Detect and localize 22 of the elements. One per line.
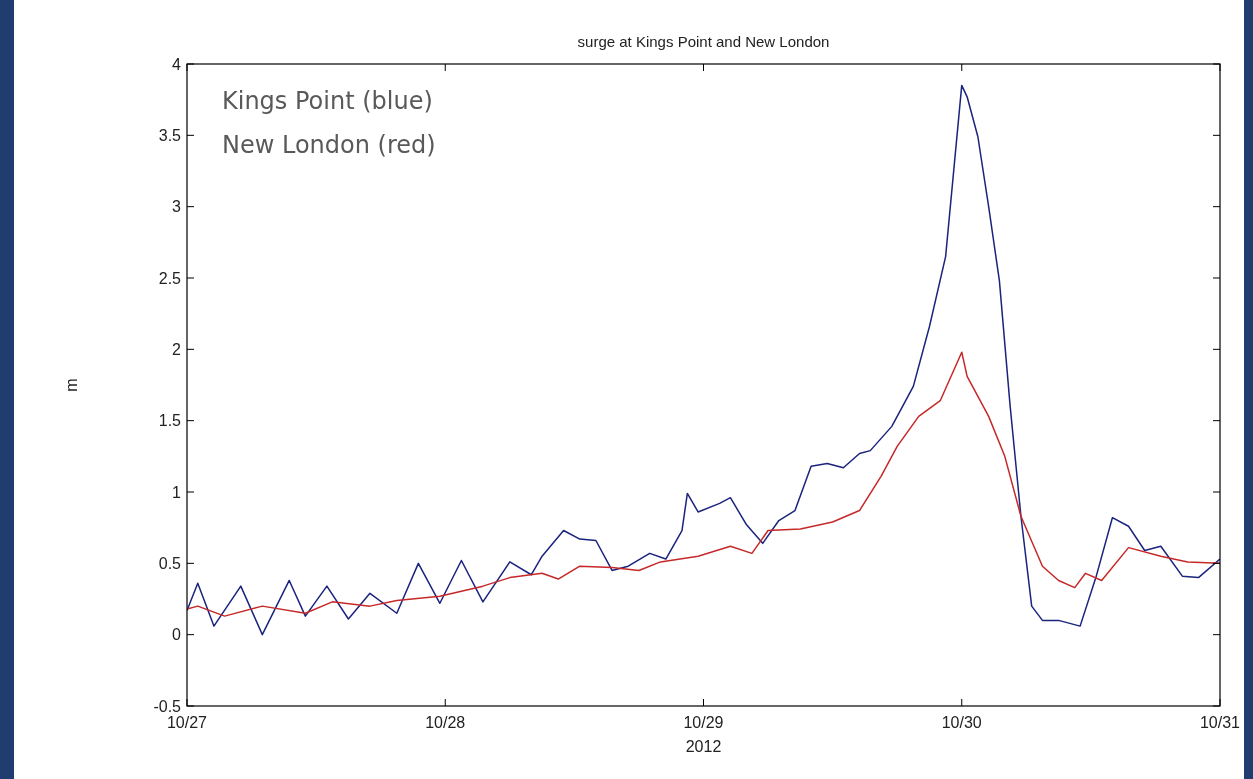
y-tick-label: 1 [172,483,182,501]
chart-title: surge at Kings Point and New London [577,33,830,50]
y-tick-label: 0.5 [158,554,182,572]
x-tick-label: 10/28 [425,714,466,731]
annotation: New London (red) [222,131,436,159]
y-tick-label: 2 [172,340,182,358]
annotation: Kings Point (blue) [222,87,433,115]
line-series [187,84,1220,636]
x-tick-label: 10/30 [941,714,982,731]
y-tick-label: 2.5 [158,269,182,287]
y-tick-label: 3.5 [158,126,182,144]
x-tick-label: 10/27 [166,714,208,731]
y-axis-title: m [63,378,80,392]
y-tick-label: -0.5 [153,697,182,715]
line-series [187,351,1220,617]
x-tick-label: 10/29 [683,714,724,731]
x-tick-label: 10/31 [1199,714,1241,731]
y-tick-label: 3 [172,198,182,216]
y-tick-label: 1.5 [158,412,182,430]
y-tick-label: 4 [172,55,182,73]
x-axis-title: 2012 [685,738,722,755]
y-tick-label: 0 [172,626,182,644]
